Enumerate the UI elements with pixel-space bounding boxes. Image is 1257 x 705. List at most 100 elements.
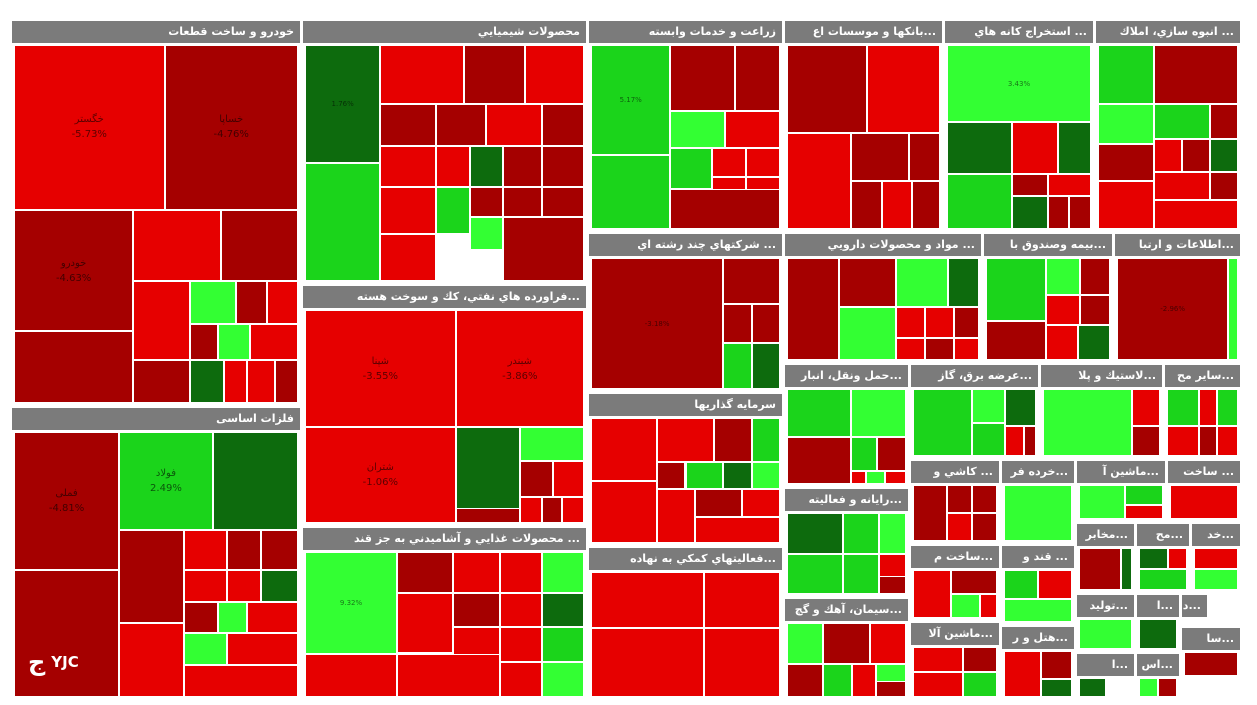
stock-tile[interactable]: شتران -1.06% bbox=[305, 427, 456, 523]
stock-tile[interactable] bbox=[950, 570, 997, 594]
stock-tile[interactable] bbox=[469, 146, 504, 187]
stock-tile[interactable] bbox=[1184, 652, 1238, 676]
stock-tile[interactable] bbox=[190, 324, 219, 361]
stock-tile[interactable] bbox=[500, 552, 543, 593]
stock-tile[interactable] bbox=[1038, 570, 1072, 599]
stock-tile[interactable] bbox=[1198, 389, 1217, 426]
stock-tile[interactable] bbox=[542, 552, 584, 593]
stock-tile[interactable] bbox=[694, 489, 743, 517]
stock-tile[interactable] bbox=[734, 45, 780, 112]
stock-tile[interactable] bbox=[397, 552, 453, 593]
stock-tile[interactable] bbox=[452, 552, 501, 593]
stock-tile[interactable] bbox=[486, 104, 543, 147]
stock-tile[interactable] bbox=[963, 647, 997, 672]
stock-tile[interactable] bbox=[1041, 678, 1072, 697]
stock-tile[interactable] bbox=[503, 217, 584, 281]
stock-tile[interactable] bbox=[685, 461, 724, 490]
stock-tile[interactable] bbox=[1210, 103, 1238, 139]
stock-tile[interactable] bbox=[1047, 173, 1091, 196]
stock-tile[interactable] bbox=[1077, 325, 1110, 360]
stock-tile[interactable] bbox=[787, 45, 867, 134]
stock-tile[interactable] bbox=[436, 186, 470, 234]
stock-tile[interactable] bbox=[1043, 389, 1132, 456]
stock-tile[interactable] bbox=[670, 188, 780, 229]
stock-tile[interactable] bbox=[742, 489, 780, 517]
stock-tile[interactable] bbox=[1194, 548, 1238, 569]
stock-tile[interactable] bbox=[909, 133, 940, 182]
stock-tile[interactable] bbox=[971, 513, 997, 541]
stock-tile[interactable] bbox=[1098, 144, 1154, 182]
stock-tile[interactable] bbox=[725, 111, 780, 149]
stock-tile[interactable] bbox=[1047, 195, 1070, 229]
stock-tile[interactable] bbox=[878, 513, 906, 554]
stock-tile[interactable] bbox=[542, 146, 584, 187]
stock-tile[interactable] bbox=[1228, 258, 1238, 360]
stock-tile[interactable] bbox=[1210, 138, 1238, 172]
stock-tile[interactable] bbox=[1154, 138, 1182, 172]
stock-tile[interactable] bbox=[963, 672, 997, 697]
stock-tile[interactable] bbox=[218, 324, 250, 361]
stock-tile[interactable] bbox=[500, 627, 543, 663]
stock-tile[interactable] bbox=[1154, 171, 1210, 200]
stock-tile[interactable] bbox=[670, 111, 726, 149]
stock-tile[interactable] bbox=[397, 653, 501, 697]
stock-tile[interactable] bbox=[1198, 425, 1217, 456]
stock-tile[interactable] bbox=[249, 324, 298, 361]
stock-tile[interactable] bbox=[787, 133, 852, 229]
stock-tile[interactable] bbox=[1045, 258, 1081, 295]
stock-tile[interactable] bbox=[452, 592, 501, 628]
stock-tile[interactable] bbox=[1011, 122, 1058, 174]
stock-tile[interactable] bbox=[455, 427, 520, 523]
stock-tile[interactable] bbox=[745, 148, 780, 178]
stock-tile[interactable] bbox=[1139, 678, 1158, 697]
stock-tile[interactable] bbox=[380, 146, 437, 187]
stock-tile[interactable] bbox=[221, 209, 298, 282]
stock-tile[interactable] bbox=[787, 513, 843, 554]
stock-tile[interactable]: -2.96% bbox=[1117, 258, 1229, 360]
stock-tile[interactable] bbox=[542, 497, 562, 523]
stock-tile[interactable] bbox=[1182, 138, 1210, 172]
stock-tile[interactable] bbox=[881, 181, 913, 229]
stock-tile[interactable] bbox=[713, 418, 752, 462]
stock-tile[interactable] bbox=[503, 186, 543, 218]
stock-tile[interactable] bbox=[723, 303, 752, 344]
stock-tile[interactable] bbox=[851, 436, 878, 471]
stock-tile[interactable] bbox=[913, 570, 951, 618]
stock-tile[interactable] bbox=[261, 569, 298, 602]
stock-tile[interactable] bbox=[852, 663, 877, 697]
stock-tile[interactable] bbox=[1194, 569, 1238, 590]
stock-tile[interactable]: شبندر -3.86% bbox=[455, 310, 584, 428]
stock-tile[interactable] bbox=[591, 480, 658, 543]
stock-tile[interactable] bbox=[851, 389, 906, 437]
stock-tile[interactable] bbox=[261, 530, 298, 570]
stock-tile[interactable] bbox=[1057, 122, 1091, 174]
stock-tile[interactable] bbox=[670, 148, 712, 189]
stock-tile[interactable] bbox=[986, 258, 1046, 322]
stock-tile[interactable]: خودرو -4.63% bbox=[14, 209, 134, 332]
stock-tile[interactable] bbox=[184, 569, 227, 602]
stock-tile[interactable] bbox=[246, 601, 298, 634]
stock-tile[interactable] bbox=[896, 258, 949, 307]
stock-tile[interactable] bbox=[838, 306, 897, 360]
stock-tile[interactable] bbox=[1167, 389, 1199, 426]
stock-tile[interactable] bbox=[503, 146, 543, 187]
stock-tile[interactable] bbox=[704, 572, 780, 629]
stock-tile[interactable] bbox=[227, 530, 262, 570]
stock-tile[interactable] bbox=[436, 104, 487, 147]
stock-tile[interactable] bbox=[1005, 425, 1024, 456]
stock-tile[interactable] bbox=[305, 653, 398, 697]
stock-tile[interactable] bbox=[947, 173, 1012, 229]
stock-tile[interactable] bbox=[1125, 505, 1163, 519]
stock-tile[interactable] bbox=[972, 422, 1006, 456]
stock-tile[interactable] bbox=[133, 209, 222, 282]
stock-tile[interactable] bbox=[896, 337, 926, 360]
stock-tile[interactable] bbox=[500, 662, 543, 697]
stock-tile[interactable] bbox=[519, 461, 554, 498]
stock-tile[interactable] bbox=[14, 331, 134, 403]
stock-tile[interactable] bbox=[787, 663, 823, 697]
stock-tile[interactable]: شپنا -3.55% bbox=[305, 310, 456, 428]
stock-tile[interactable] bbox=[1167, 548, 1187, 569]
stock-tile[interactable] bbox=[1041, 651, 1072, 679]
stock-tile[interactable] bbox=[1125, 485, 1163, 506]
stock-tile[interactable] bbox=[865, 470, 885, 484]
